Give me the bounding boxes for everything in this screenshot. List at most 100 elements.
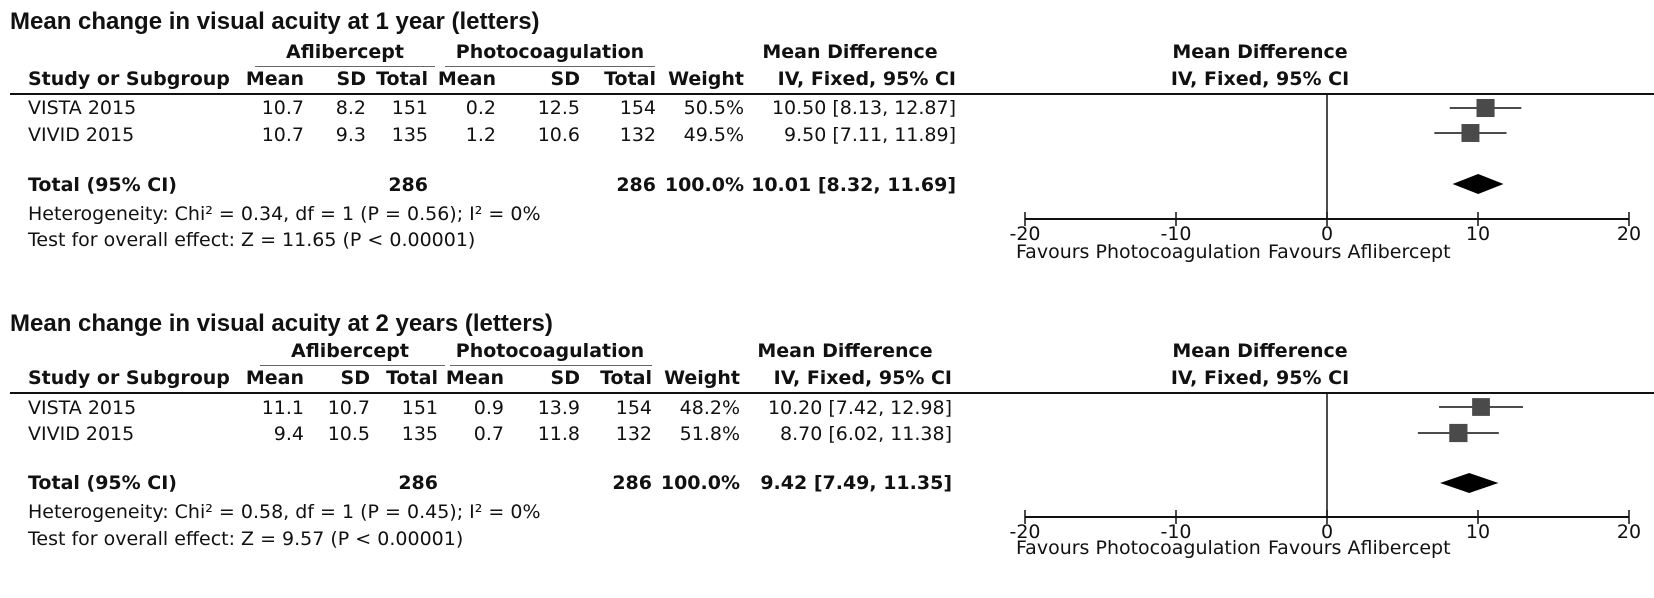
header-rule (10, 392, 1654, 394)
mean2-value: 1.2 (465, 124, 496, 146)
study-name: VIVID 2015 (28, 423, 135, 445)
x-tick-label: 10 (1466, 223, 1490, 245)
total2-col-header: Total (604, 68, 656, 90)
sd1-value: 10.7 (327, 397, 370, 419)
group1-underline (255, 66, 435, 67)
x-tick-label: 20 (1617, 521, 1641, 543)
effect-square (1449, 423, 1468, 443)
x-tick-label: 10 (1466, 521, 1490, 543)
mean1-col-header: Mean (245, 68, 304, 90)
study-name: VISTA 2015 (28, 397, 137, 419)
sd1-value: 8.2 (335, 97, 366, 119)
mean1-value: 11.1 (261, 397, 304, 419)
total-label: Total (95% CI) (28, 174, 177, 196)
group2-header: Photocoagulation (455, 41, 645, 63)
total-label: Total (95% CI) (28, 472, 177, 494)
ci-value: 10.50 [8.13, 12.87] (771, 97, 956, 119)
mean1-value: 10.7 (261, 97, 304, 119)
total1-sum: 286 (398, 472, 438, 494)
total2-col-header: Total (600, 367, 652, 389)
total-weight: 100.0% (664, 174, 744, 196)
sd2-value: 13.9 (537, 397, 580, 419)
total-ci: 9.42 [7.49, 11.35] (760, 472, 952, 494)
x-tick-label: -10 (1160, 521, 1191, 543)
total2-sum: 286 (616, 174, 656, 196)
plot-ci-header: IV, Fixed, 95% CI (1170, 367, 1350, 389)
study-name: VISTA 2015 (28, 97, 137, 119)
group1-header: Aflibercept (286, 41, 404, 63)
group2-underline (450, 365, 652, 366)
total2-value: 154 (615, 397, 652, 419)
study-col-header: Study or Subgroup (28, 68, 230, 90)
effect-square (1461, 124, 1480, 142)
panel-title: Mean change in visual acuity at 2 years … (10, 310, 553, 337)
x-tick-label: 0 (1321, 223, 1333, 245)
total2-value: 154 (619, 97, 656, 119)
study-col-header: Study or Subgroup (28, 367, 230, 389)
x-tick-label: -10 (1160, 223, 1191, 245)
sd2-col-header: SD (550, 68, 580, 90)
sd2-col-header: SD (550, 367, 580, 389)
plot-col-header: Mean Difference (1172, 41, 1348, 63)
x-tick-label: 20 (1617, 223, 1641, 245)
total1-sum: 286 (388, 174, 428, 196)
total2-value: 132 (615, 423, 652, 445)
total1-value: 151 (401, 397, 438, 419)
mean1-value: 10.7 (261, 124, 304, 146)
ci-value: 8.70 [6.02, 11.38] (780, 423, 952, 445)
mean2-value: 0.7 (473, 423, 504, 445)
favours-right-label: Favours Aflibercept (1268, 537, 1451, 559)
forest-panel-1yr: Mean change in visual acuity at 1 year (… (0, 0, 1654, 298)
group2-header: Photocoagulation (455, 340, 645, 362)
weight-col-header: Weight (668, 68, 744, 90)
header-rule (10, 93, 1654, 95)
pooled-diamond (1440, 473, 1499, 493)
weight-col-header: Weight (664, 367, 740, 389)
total2-value: 132 (619, 124, 656, 146)
ci-col-header: IV, Fixed, 95% CI (777, 68, 956, 90)
x-tick-label: -20 (1009, 223, 1040, 245)
group2-underline (445, 66, 655, 67)
total1-value: 135 (391, 124, 428, 146)
plot-ci-header: IV, Fixed, 95% CI (1170, 68, 1350, 90)
total-ci: 10.01 [8.32, 11.69] (751, 174, 956, 196)
mean2-col-header: Mean (437, 68, 496, 90)
forest-panel-2yr: Mean change in visual acuity at 2 years … (0, 300, 1654, 598)
sd1-value: 10.5 (327, 423, 370, 445)
sd1-col-header: SD (340, 367, 370, 389)
mean2-value: 0.9 (473, 397, 504, 419)
group1-header: Aflibercept (291, 340, 409, 362)
favours-left-label: Favours Photocoagulation (1016, 241, 1261, 263)
favours-right-label: Favours Aflibercept (1268, 241, 1451, 263)
sd2-value: 11.8 (537, 423, 580, 445)
weight-value: 50.5% (683, 97, 744, 119)
sd1-col-header: SD (336, 68, 366, 90)
pooled-diamond (1452, 174, 1504, 194)
x-tick-label: 0 (1321, 521, 1333, 543)
overall-effect-text: Test for overall effect: Z = 11.65 (P < … (28, 229, 476, 251)
weight-value: 48.2% (679, 397, 740, 419)
total1-col-header: Total (386, 367, 438, 389)
ci-col-header: IV, Fixed, 95% CI (773, 367, 952, 389)
heterogeneity-text: Heterogeneity: Chi² = 0.34, df = 1 (P = … (28, 203, 541, 225)
effect-col-header: Mean Difference (757, 340, 933, 362)
effect-square (1472, 398, 1490, 416)
weight-value: 51.8% (679, 423, 740, 445)
total1-value: 151 (391, 97, 428, 119)
heterogeneity-text: Heterogeneity: Chi² = 0.58, df = 1 (P = … (28, 501, 541, 523)
sd2-value: 10.6 (537, 124, 580, 146)
total1-col-header: Total (376, 68, 428, 90)
mean2-col-header: Mean (445, 367, 504, 389)
total1-value: 135 (401, 423, 438, 445)
favours-left-label: Favours Photocoagulation (1016, 537, 1261, 559)
panel-title: Mean change in visual acuity at 1 year (… (10, 8, 540, 35)
forest-plot: -20 -10 0 10 20 (1009, 93, 1641, 245)
x-tick-label: -20 (1009, 521, 1040, 543)
ci-value: 9.50 [7.11, 11.89] (784, 124, 956, 146)
overall-effect-text: Test for overall effect: Z = 9.57 (P < 0… (28, 528, 464, 550)
study-name: VIVID 2015 (28, 124, 135, 146)
ci-value: 10.20 [7.42, 12.98] (767, 397, 952, 419)
effect-col-header: Mean Difference (762, 41, 938, 63)
group1-underline (260, 365, 445, 366)
sd2-value: 12.5 (537, 97, 580, 119)
